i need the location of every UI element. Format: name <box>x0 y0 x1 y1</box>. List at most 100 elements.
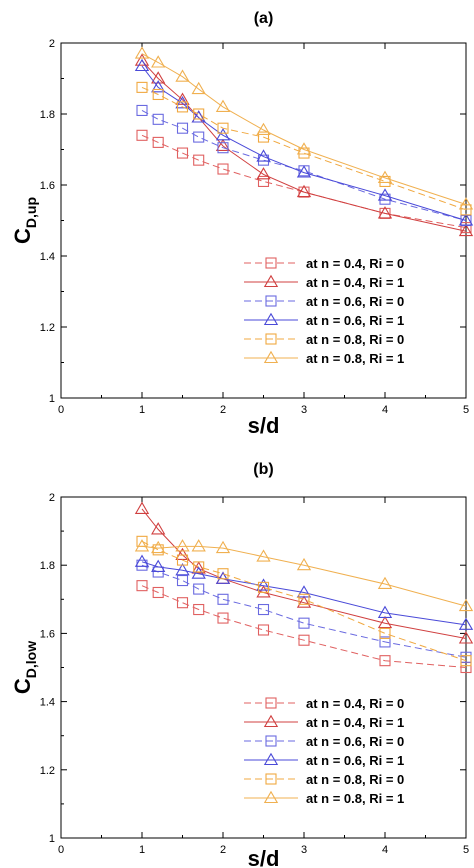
data-point <box>217 568 229 580</box>
legend-item: at n = 0.6, Ri = 1 <box>244 312 404 328</box>
data-point <box>191 566 206 579</box>
y-tick-label: 1.8 <box>40 109 55 121</box>
series-5 <box>136 81 472 216</box>
data-point <box>296 184 312 198</box>
legend-marker <box>263 312 279 326</box>
data-point <box>175 69 190 82</box>
data-point <box>134 58 150 72</box>
data-point <box>193 561 205 573</box>
data-point <box>298 593 310 605</box>
data-point <box>296 585 312 598</box>
x-tick-label: 2 <box>220 844 226 856</box>
x-tick-label: 1 <box>139 844 145 856</box>
legend-item: at n = 0.8, Ri = 1 <box>244 350 404 366</box>
legend-marker <box>263 350 279 364</box>
legend-marker <box>265 773 277 785</box>
series-line <box>141 60 467 232</box>
data-point <box>298 147 310 159</box>
data-point <box>377 576 393 589</box>
series-line <box>141 564 467 658</box>
data-point <box>176 147 189 159</box>
legend-item: at n = 0.8, Ri = 0 <box>244 772 404 787</box>
data-point <box>377 206 393 219</box>
y-axis-label: CD,up <box>10 197 39 244</box>
legend-item: at n = 0.6, Ri = 1 <box>244 752 404 768</box>
data-point <box>257 581 270 593</box>
series-3 <box>136 559 472 663</box>
legend-label: at n = 0.6, Ri = 0 <box>306 734 404 749</box>
series-1 <box>136 129 472 234</box>
legend-marker <box>265 697 277 709</box>
data-point <box>256 585 271 598</box>
data-point <box>136 580 148 592</box>
data-point <box>379 627 391 639</box>
x-tick-label: 0 <box>58 404 64 416</box>
y-tick-label: 1.8 <box>40 560 55 572</box>
data-point <box>377 615 393 629</box>
data-point <box>176 597 189 609</box>
legend-marker <box>263 790 279 804</box>
legend-label: at n = 0.8, Ri = 1 <box>306 791 404 806</box>
series-line <box>141 540 467 662</box>
y-tick-label: 1 <box>49 833 55 845</box>
data-point <box>379 636 391 648</box>
data-point <box>152 586 164 599</box>
y-axis-label-main: C <box>10 678 35 694</box>
data-point <box>134 46 150 59</box>
data-point <box>175 563 190 576</box>
series-1 <box>136 580 472 674</box>
data-point <box>134 554 150 567</box>
panel-label: (a) <box>254 10 274 27</box>
data-point <box>151 559 166 572</box>
data-point <box>175 547 190 560</box>
data-point <box>377 188 393 201</box>
data-point <box>296 595 312 608</box>
series-line <box>141 585 467 668</box>
data-point <box>152 113 164 125</box>
legend-item: at n = 0.4, Ri = 1 <box>244 274 404 290</box>
legend-item: at n = 0.6, Ri = 0 <box>244 734 404 749</box>
data-point <box>136 81 148 93</box>
x-tick-label: 5 <box>463 404 469 416</box>
y-axis-label-subscript: D,up <box>23 197 39 228</box>
data-point <box>256 578 271 591</box>
panel-label: (b) <box>253 461 273 478</box>
data-point <box>257 603 270 616</box>
data-point <box>136 535 148 547</box>
legend: at n = 0.4, Ri = 0 at n = 0.4, Ri = 1 at n… <box>244 696 404 806</box>
x-tick-label: 0 <box>58 844 64 856</box>
data-point <box>256 122 271 135</box>
data-point <box>176 574 189 587</box>
y-tick-label: 2 <box>49 492 55 504</box>
legend-marker <box>263 714 279 728</box>
data-point <box>256 549 271 562</box>
legend-label: at n = 0.6, Ri = 0 <box>306 294 404 309</box>
y-tick-label: 1.4 <box>40 251 55 263</box>
data-point <box>379 655 391 667</box>
data-point <box>191 539 206 552</box>
y-tick-label: 1 <box>49 393 55 405</box>
data-point <box>193 603 205 616</box>
series-line <box>141 65 467 221</box>
legend-item: at n = 0.8, Ri = 0 <box>244 332 404 347</box>
legend-label: at n = 0.4, Ri = 1 <box>306 715 404 730</box>
legend-marker <box>263 274 279 288</box>
data-point <box>215 138 231 151</box>
series-line <box>141 508 467 639</box>
data-point <box>193 108 205 120</box>
legend-marker <box>263 752 279 766</box>
y-axis-label-subscript: D,low <box>23 641 39 678</box>
series-line <box>141 86 467 211</box>
data-point <box>296 557 312 571</box>
y-tick-label: 1.4 <box>40 697 55 709</box>
x-tick-label: 2 <box>220 404 226 416</box>
data-point <box>175 92 190 105</box>
data-point <box>377 170 393 183</box>
x-axis-label: s/d <box>248 413 280 438</box>
data-point <box>217 142 229 154</box>
data-point <box>257 154 270 166</box>
series-2 <box>134 501 474 644</box>
data-point <box>152 136 164 148</box>
data-point <box>257 175 270 187</box>
